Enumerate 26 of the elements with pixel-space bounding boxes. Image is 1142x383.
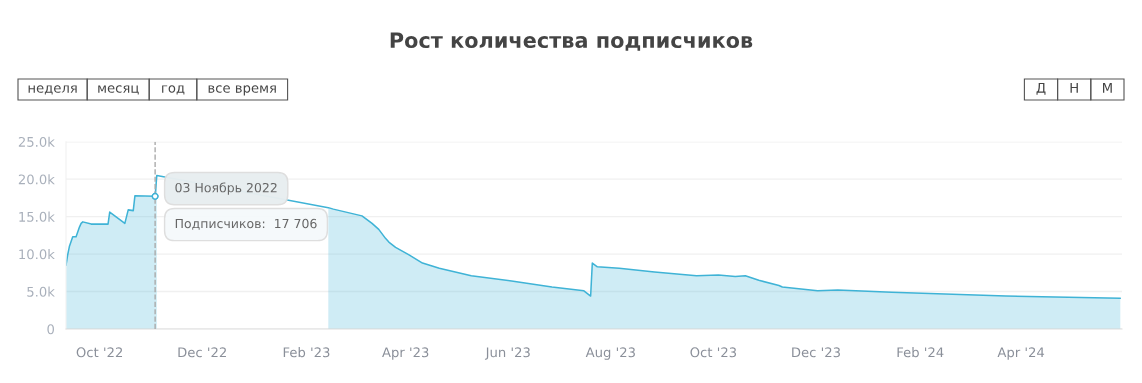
x-tick-label: Aug '23 (585, 347, 635, 360)
text: Д (1036, 83, 1046, 95)
x-tick-label: Oct '23 (690, 347, 737, 358)
y-tick-label: 10.0k (19, 249, 55, 260)
x-tick-label: Apr '23 (382, 347, 429, 360)
y-tick-label: 0 (47, 324, 55, 335)
text: Н (1070, 83, 1078, 93)
x-tick-label: Dec '23 (792, 347, 840, 358)
text: М (1103, 83, 1112, 93)
y-tick-label: 15.0k (19, 211, 55, 222)
y-tick-label: 25.0k (18, 136, 55, 147)
x-tick-label: Dec '22 (178, 347, 226, 358)
x-tick-label: Feb '24 (897, 347, 944, 358)
y-tick-label: 20.0k (18, 174, 55, 185)
x-tick-label: Feb '23 (283, 347, 330, 358)
x-tick-label: Apr '24 (997, 347, 1045, 360)
chart-title: Рост количества подписчиков (390, 32, 753, 51)
text: неделя (28, 85, 77, 95)
text: год (162, 85, 185, 95)
y-tick-label: 5.0k (27, 286, 55, 297)
annotation: 03 Ноябрь 2022 (175, 182, 277, 195)
annotation: Подписчиков: 17 706 (175, 218, 317, 230)
text: все время (208, 85, 276, 96)
x-tick-label: Oct '22 (76, 347, 123, 358)
x-tick-label: Jun '23 (484, 347, 530, 360)
text: месяц (98, 85, 139, 95)
